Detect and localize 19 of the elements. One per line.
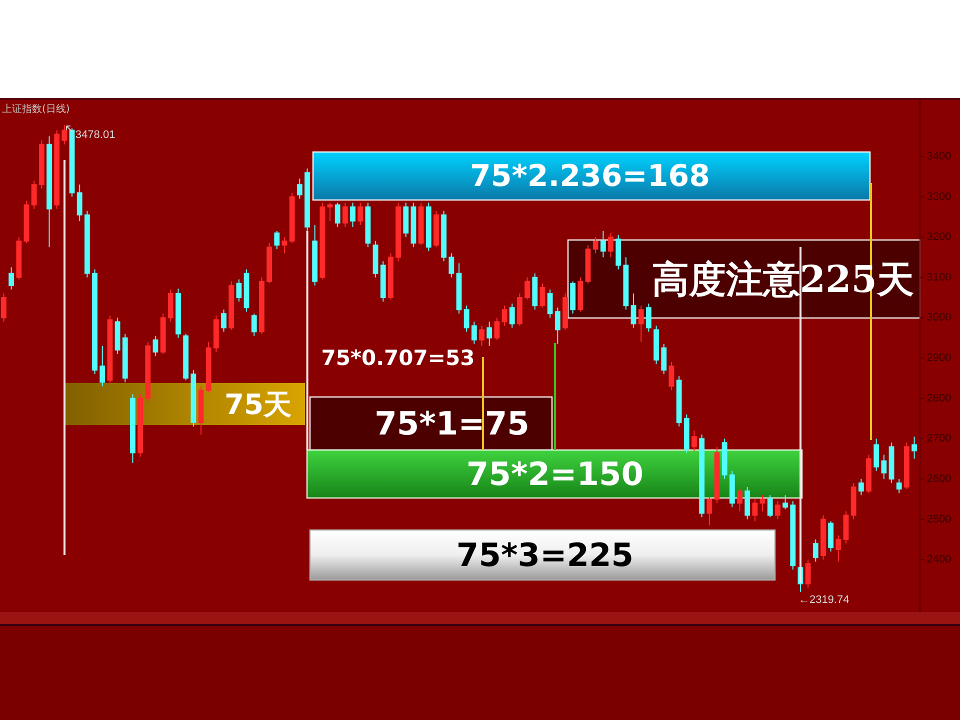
annotation: 75*0.707=53	[321, 346, 475, 370]
y-tick-label: 2900	[926, 352, 952, 364]
annotation: ←2319.74	[798, 594, 850, 606]
chart-title: 上证指数(日线)	[2, 103, 70, 115]
y-tick-label: 2800	[926, 392, 952, 404]
annotation: 3478.01	[75, 128, 116, 141]
y-tick-label: 2400	[926, 554, 952, 566]
annotation: 75*2=150	[466, 455, 644, 493]
annotation: 75天	[224, 388, 292, 420]
y-tick-label: 2700	[926, 432, 952, 445]
y-tick-label: 2500	[926, 513, 952, 526]
y-tick-label: 3400	[926, 150, 952, 162]
y-tick-label: 3300	[926, 190, 952, 203]
y-tick-label: 3100	[926, 271, 952, 284]
y-tick-label: 3000	[926, 312, 952, 324]
annotation: 75*3=225	[456, 536, 634, 574]
annotation: 75*2.236=168	[470, 158, 710, 194]
y-tick-label: 2600	[926, 472, 952, 485]
y-tick-label: 3200	[926, 231, 952, 244]
